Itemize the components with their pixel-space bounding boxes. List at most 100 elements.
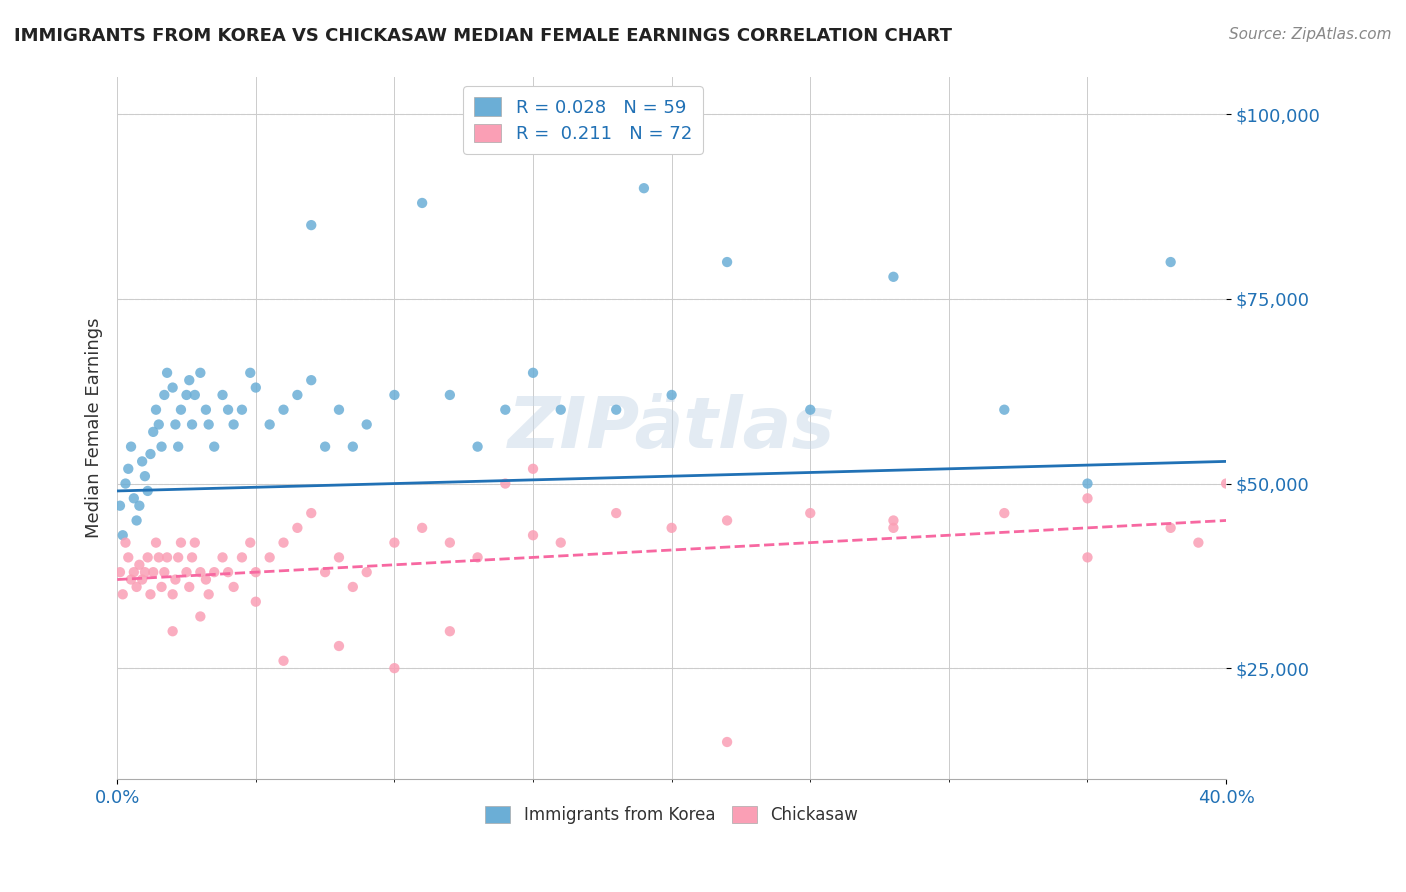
Point [120, 440, 142, 454]
Point [222, 580, 245, 594]
Point [122, 491, 145, 506]
Point [211, 388, 233, 402]
Point [139, 587, 162, 601]
Point [342, 440, 364, 454]
Point [176, 388, 198, 402]
Point [328, 402, 350, 417]
Point [148, 417, 170, 432]
Point [384, 661, 406, 675]
Point [108, 499, 131, 513]
Point [190, 366, 212, 380]
Point [134, 565, 156, 579]
Point [128, 558, 150, 572]
Point [522, 462, 544, 476]
Point [179, 373, 201, 387]
Point [299, 218, 322, 232]
Point [314, 440, 336, 454]
Point [259, 417, 281, 432]
Point [273, 654, 295, 668]
Point [467, 550, 489, 565]
Point [165, 417, 187, 432]
Point [217, 402, 239, 417]
Point [439, 535, 461, 549]
Point [202, 440, 225, 454]
Point [145, 402, 167, 417]
Point [150, 580, 173, 594]
Point [131, 573, 153, 587]
Point [181, 417, 204, 432]
Point [217, 565, 239, 579]
Point [165, 573, 187, 587]
Point [194, 402, 217, 417]
Text: IMMIGRANTS FROM KOREA VS CHICKASAW MEDIAN FEMALE EARNINGS CORRELATION CHART: IMMIGRANTS FROM KOREA VS CHICKASAW MEDIA… [14, 27, 952, 45]
Point [190, 609, 212, 624]
Point [170, 535, 193, 549]
Point [550, 535, 572, 549]
Point [633, 181, 655, 195]
Point [661, 521, 683, 535]
Point [439, 388, 461, 402]
Point [136, 483, 159, 498]
Point [356, 565, 378, 579]
Point [150, 440, 173, 454]
Point [605, 402, 627, 417]
Point [167, 440, 190, 454]
Point [211, 550, 233, 565]
Point [239, 535, 262, 549]
Point [184, 388, 207, 402]
Point [245, 595, 267, 609]
Point [122, 565, 145, 579]
Point [239, 366, 262, 380]
Point [176, 565, 198, 579]
Point [384, 535, 406, 549]
Point [287, 388, 309, 402]
Point [114, 476, 136, 491]
Point [342, 580, 364, 594]
Point [142, 425, 165, 439]
Point [550, 402, 572, 417]
Point [1187, 535, 1209, 549]
Point [287, 521, 309, 535]
Point [156, 550, 179, 565]
Point [197, 587, 219, 601]
Point [190, 565, 212, 579]
Point [162, 624, 184, 639]
Point [179, 580, 201, 594]
Point [114, 535, 136, 549]
Point [259, 550, 281, 565]
Point [194, 573, 217, 587]
Point [494, 476, 516, 491]
Point [120, 573, 142, 587]
Point [411, 521, 433, 535]
Point [328, 550, 350, 565]
Point [993, 506, 1015, 520]
Point [245, 565, 267, 579]
Point [111, 528, 134, 542]
Point [162, 587, 184, 601]
Point [1160, 255, 1182, 269]
Point [799, 506, 821, 520]
Point [494, 402, 516, 417]
Point [299, 373, 322, 387]
Point [1076, 550, 1098, 565]
Point [716, 735, 738, 749]
Point [273, 535, 295, 549]
Point [411, 196, 433, 211]
Point [134, 469, 156, 483]
Text: ZIPätlas: ZIPätlas [508, 393, 835, 463]
Point [1076, 491, 1098, 506]
Point [139, 447, 162, 461]
Point [716, 255, 738, 269]
Point [153, 565, 176, 579]
Point [273, 402, 295, 417]
Point [145, 535, 167, 549]
Point [716, 513, 738, 527]
Point [153, 388, 176, 402]
Point [1160, 521, 1182, 535]
Point [356, 417, 378, 432]
Point [125, 580, 148, 594]
Point [882, 269, 904, 284]
Point [231, 402, 253, 417]
Point [1076, 476, 1098, 491]
Point [142, 565, 165, 579]
